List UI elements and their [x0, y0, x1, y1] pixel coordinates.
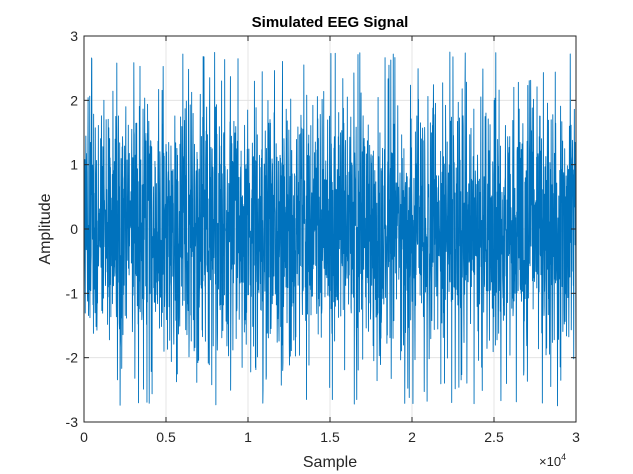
x-exponent-base: ×10 [539, 454, 561, 469]
x-axis-label: Sample [303, 454, 357, 471]
x-tick-label: 1 [244, 429, 252, 445]
y-tick-labels: -3 -2 -1 0 1 2 3 [66, 28, 79, 430]
plot-area [83, 35, 577, 423]
tick-marks [83, 35, 577, 423]
x-tick-label: 3 [572, 429, 580, 445]
signal-trace [83, 51, 577, 407]
y-tick-label: -2 [66, 350, 79, 366]
y-tick-label: -3 [66, 414, 79, 430]
y-tick-label: 1 [70, 157, 78, 173]
x-tick-label: 1.5 [320, 429, 340, 445]
x-tick-labels: 0 0.5 1 1.5 2 2.5 3 [80, 429, 580, 445]
y-axis-label: Amplitude [37, 193, 54, 264]
y-tick-label: 3 [70, 28, 78, 44]
y-tick-label: -1 [66, 285, 79, 301]
y-tick-label: 0 [70, 221, 78, 237]
x-axis-exponent: ×104 [539, 452, 566, 469]
chart-title: Simulated EEG Signal [252, 14, 409, 31]
x-tick-label: 2.5 [484, 429, 504, 445]
y-tick-label: 2 [70, 92, 78, 108]
x-tick-label: 2 [408, 429, 416, 445]
x-exponent-power: 4 [561, 452, 566, 462]
x-tick-label: 0 [80, 429, 88, 445]
x-tick-label: 0.5 [156, 429, 176, 445]
